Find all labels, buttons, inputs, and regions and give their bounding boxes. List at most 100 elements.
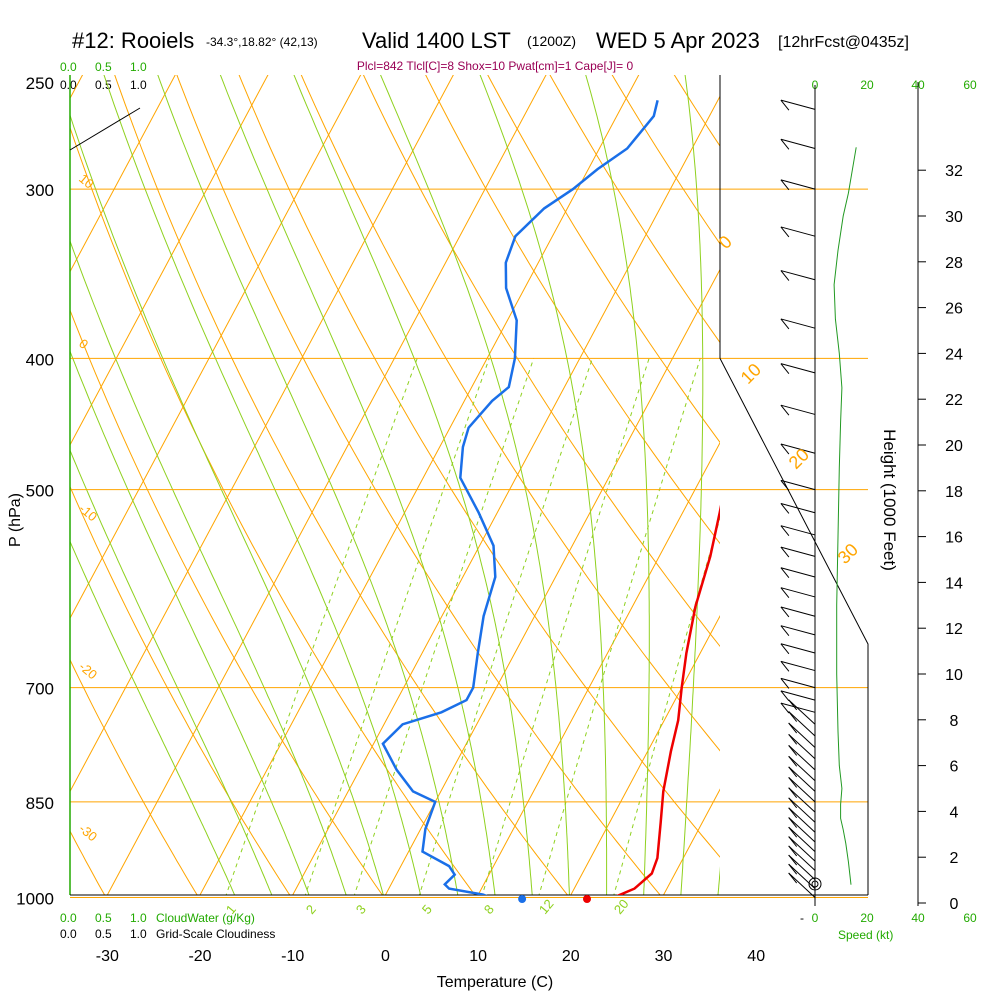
pressure-tick-label: 700: [26, 680, 54, 699]
height-tick-label: 28: [945, 255, 963, 272]
wind-barb-feather: [788, 777, 798, 788]
station-circle: [808, 877, 822, 891]
x-tick-label: 10: [469, 948, 487, 965]
temperature-line: [616, 504, 720, 895]
wind-barb-staff: [780, 226, 816, 237]
wind-barb-staff: [780, 270, 816, 281]
top-left-segment: [69, 107, 141, 151]
isotherm-line: [570, 615, 720, 895]
wind-barb-feather: [788, 854, 798, 866]
cloudiness-tick: 0.0: [60, 927, 77, 941]
cloudwater-label: CloudWater (g/Kg): [156, 911, 255, 925]
isotherm-line: [925, 0, 1000, 926]
wind-barb-staff: [780, 546, 816, 557]
height-tick-label: 0: [950, 896, 959, 913]
height-tick-label: 24: [945, 346, 963, 363]
wind-barb-staff: [788, 863, 816, 889]
moist-adiabat-line: [70, 113, 384, 895]
surface-dewpoint-marker: [518, 895, 527, 903]
cloudiness-tick: 0.5: [95, 78, 112, 92]
isotherm-line: [0, 0, 56, 926]
height-tick-label: 26: [945, 301, 963, 318]
dry-adiabat-line: [70, 485, 291, 895]
mixing-ratio-line: [353, 358, 535, 895]
mixing-ratio-line: [304, 358, 490, 895]
wind-barb-feather: [780, 270, 790, 281]
wind-barb-staff: [780, 525, 816, 536]
dry-adiabat-line: [300, 75, 720, 752]
height-tick-label: 10: [945, 667, 963, 684]
dry-adiabat-line: [0, 0, 28, 926]
right-frame-line: [719, 75, 869, 895]
wind-barb-staff: [780, 138, 816, 149]
wind-barb-staff: [780, 587, 816, 598]
wind-barb-staff: [780, 690, 816, 701]
wind-barb-feather: [788, 787, 798, 799]
wind-barb-staff: [788, 711, 816, 737]
moist-adiabat-label: 0: [715, 232, 736, 253]
dry-adiabat-line: [894, 0, 1000, 926]
wind-barb-staff: [780, 318, 816, 329]
zulu-time: (1200Z): [527, 33, 576, 49]
wind-barb-feather: [780, 318, 790, 330]
isotherm-line: [384, 268, 720, 895]
cloudwater-tick: 0.0: [60, 60, 77, 74]
wind-barb-staff: [780, 443, 816, 454]
wind-barb-staff: [788, 826, 816, 852]
wind-barb-feather: [788, 734, 798, 745]
wind-barb-staff: [780, 677, 816, 689]
pressure-tick-label: 850: [26, 794, 54, 813]
speed-tick-label: 20: [860, 911, 874, 925]
wind-barb-feather: [780, 404, 790, 416]
pressure-tick-label: 250: [26, 74, 54, 93]
isotherm-line: [70, 75, 176, 273]
mixing-ratio-label: 8: [481, 902, 497, 917]
dry-adiabat-line: [362, 75, 720, 648]
isotherm-line: [292, 95, 720, 895]
wind-barb-staff: [780, 363, 816, 374]
dry-adiabat-line: [611, 75, 720, 245]
x-tick-label: 30: [655, 948, 673, 965]
wind-barb-staff: [780, 606, 816, 617]
mixing-ratio-label: 2: [303, 902, 319, 917]
dry-adiabat-line: [114, 75, 569, 895]
wind-barb-staff: [788, 817, 816, 843]
mixing-ratio-label: 3: [353, 902, 369, 917]
wind-barb-feather: [780, 546, 790, 558]
wind-barbs: [780, 99, 816, 898]
dry-adiabat-line: [70, 658, 198, 895]
wind-barb-feather: [788, 699, 798, 711]
dry-adiabat-line: [70, 308, 383, 895]
wind-barb-staff: [788, 854, 816, 880]
speed-tick-label: 60: [963, 911, 977, 925]
wind-barb-feather: [780, 606, 790, 618]
wind-barb-feather: [780, 643, 790, 655]
height-axis-title: Height (1000 Feet): [880, 429, 899, 571]
dry-adiabat-lines: [0, 0, 1000, 926]
wind-barb-staff: [780, 404, 816, 415]
moist-adiabat-line: [380, 75, 570, 895]
wind-barb-staff: [788, 745, 816, 771]
height-tick-label: 18: [945, 484, 963, 501]
moist-adiabat-line: [70, 349, 310, 895]
wind-barb-feather: [780, 480, 790, 491]
pressure-tick-label: 300: [26, 181, 54, 200]
wind-barb-staff: [780, 567, 816, 578]
height-profile-line: [833, 147, 857, 885]
wind-barb-staff: [780, 625, 816, 636]
dry-adiabat-line: [952, 0, 1000, 926]
x-tick-label: -20: [188, 948, 211, 965]
wind-barb-staff: [780, 503, 816, 514]
site-location: -34.3°,18.82° (42,13): [206, 35, 318, 49]
wind-barb-staff: [788, 836, 816, 862]
height-tick-label: 32: [945, 163, 963, 180]
y-axis-title: P (hPa): [7, 493, 24, 547]
cloudwater-tick: 0.5: [95, 911, 112, 925]
cloudiness-tick: 1.0: [130, 78, 147, 92]
wind-barb-staff: [780, 179, 816, 190]
dry-adiabat-label: 10: [76, 171, 97, 192]
moist-adiabat-line: [70, 540, 236, 895]
wind-barb-feather: [780, 363, 790, 374]
